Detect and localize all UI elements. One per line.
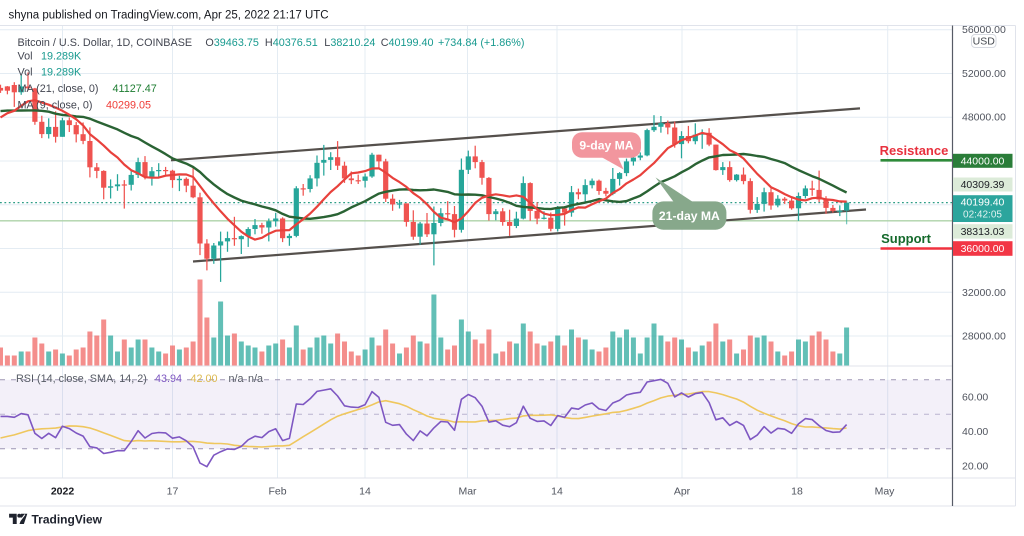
svg-text:Feb: Feb: [268, 486, 286, 498]
svg-text:RSI (14, close, SMA, 14, 2)43.: RSI (14, close, SMA, 14, 2) 43.94 42.00 n/a…: [16, 373, 263, 385]
svg-text:56000.00: 56000.00: [962, 24, 1006, 36]
svg-text:20.00: 20.00: [962, 461, 988, 473]
svg-text:02:42:05: 02:42:05: [963, 210, 1002, 221]
svg-text:17: 17: [167, 486, 179, 498]
svg-text:Support: Support: [881, 231, 931, 246]
svg-text:60.00: 60.00: [962, 392, 988, 404]
svg-text:Resistance: Resistance: [880, 143, 949, 158]
svg-text:USD: USD: [973, 35, 996, 47]
svg-text:shyna published on TradingView: shyna published on TradingView.com, Apr …: [9, 10, 329, 22]
svg-text:Bitcoin / U.S. Dollar, 1D, COI: Bitcoin / U.S. Dollar, 1D, COINBASE O3946…: [18, 37, 525, 49]
svg-text:14: 14: [551, 486, 563, 498]
svg-text:Vol 19.289K: Vol 19.289K: [18, 67, 83, 79]
svg-text:Mar: Mar: [458, 486, 477, 498]
svg-text:40.00: 40.00: [962, 426, 988, 438]
svg-text:48000.00: 48000.00: [962, 112, 1006, 124]
svg-text:44000.00: 44000.00: [961, 156, 1005, 168]
svg-text:MA (9, close, 0)40299.05: MA (9, close, 0) 40299.05: [18, 100, 152, 112]
svg-text:32000.00: 32000.00: [962, 287, 1006, 299]
svg-text:2022: 2022: [51, 486, 75, 498]
svg-text:40309.39: 40309.39: [961, 179, 1005, 191]
svg-text:MA (21, close, 0)41127.47: MA (21, close, 0) 41127.47: [18, 83, 157, 95]
svg-text:36000.00: 36000.00: [961, 243, 1005, 255]
svg-text:28000.00: 28000.00: [962, 331, 1006, 343]
svg-text:18: 18: [791, 486, 803, 498]
svg-text:14: 14: [359, 486, 371, 498]
svg-text:May: May: [875, 486, 896, 498]
svg-text:Vol 19.289K: Vol 19.289K: [18, 51, 83, 63]
svg-text:9-day MA: 9-day MA: [579, 139, 633, 153]
svg-text:52000.00: 52000.00: [962, 68, 1006, 80]
svg-text:40199.40: 40199.40: [961, 197, 1005, 209]
svg-text:38313.03: 38313.03: [961, 226, 1005, 238]
svg-text:TradingView: TradingView: [32, 513, 103, 527]
svg-text:Apr: Apr: [674, 486, 691, 498]
svg-text:21-day MA: 21-day MA: [659, 209, 720, 223]
